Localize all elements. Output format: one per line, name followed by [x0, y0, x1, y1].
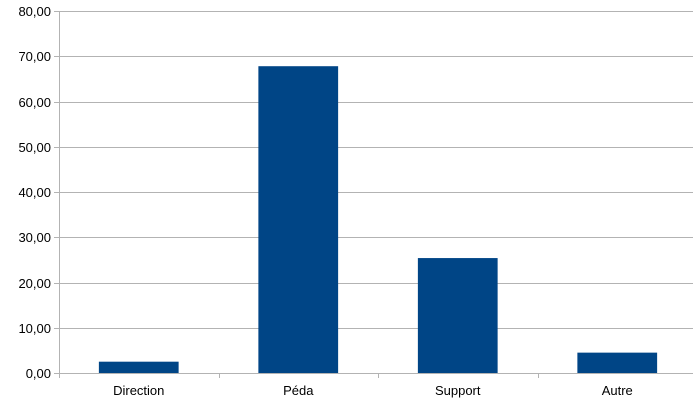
bar-support	[418, 258, 498, 373]
y-tick-label: 40,00	[18, 185, 51, 200]
gridlines	[54, 12, 693, 374]
x-tick-label: Péda	[283, 383, 314, 398]
x-tick-label: Support	[435, 383, 481, 398]
y-tick-label: 80,00	[18, 4, 51, 19]
y-axis-tick-labels: 0,00 10,00 20,00 30,00 40,00 50,00 60,00 70,00 8…	[18, 4, 51, 381]
y-tick-label: 30,00	[18, 230, 51, 245]
y-tick-label: 10,00	[18, 321, 51, 336]
axes	[60, 11, 693, 378]
bars	[99, 66, 657, 373]
y-tick-label: 50,00	[18, 140, 51, 155]
x-tick-label: Autre	[602, 383, 633, 398]
bar-autre	[577, 353, 657, 373]
y-tick-label: 60,00	[18, 95, 51, 110]
bar-direction	[99, 362, 179, 373]
y-tick-label: 20,00	[18, 276, 51, 291]
y-tick-label: 70,00	[18, 49, 51, 64]
bar-péda	[258, 66, 338, 373]
x-axis-tick-labels: Direction Péda Support Autre	[113, 383, 633, 398]
y-tick-label: 0,00	[26, 366, 51, 381]
x-tick-label: Direction	[113, 383, 164, 398]
